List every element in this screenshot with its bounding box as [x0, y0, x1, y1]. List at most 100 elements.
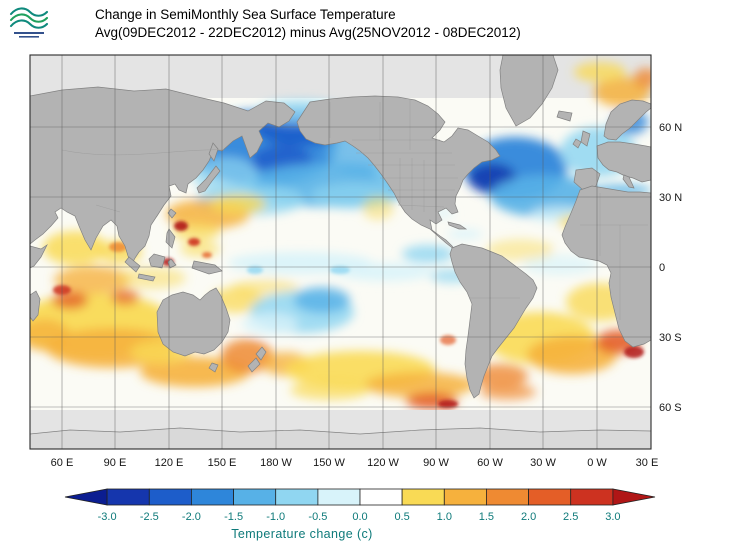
- cbar-tick: -3.0: [98, 511, 117, 523]
- logo-wave-icon: [9, 19, 49, 29]
- island-ireland: [572, 138, 582, 149]
- lat-label-60s: 60 S: [659, 402, 682, 414]
- island-great-britain: [580, 130, 591, 147]
- anomaly-spot: [330, 266, 350, 274]
- lon-label-90w: 90 W: [423, 457, 449, 469]
- anomaly-blob: [594, 77, 650, 107]
- lon-label-30w: 30 W: [530, 457, 556, 469]
- land-iberia: [573, 167, 601, 191]
- cbar-tick: -1.5: [224, 511, 243, 523]
- title-line2: Avg(09DEC2012 - 22DEC2012) minus Avg(25N…: [95, 25, 521, 40]
- anomaly-blob: [180, 241, 220, 257]
- cbar-seg-6: [317, 488, 361, 506]
- island-iceland: [556, 110, 573, 122]
- anomaly-blob: [480, 384, 536, 400]
- anomaly-blob: [447, 229, 483, 239]
- lon-label-0: 0 W: [587, 457, 607, 469]
- lat-label-0: 0: [659, 262, 665, 274]
- logo-caption-mark: [14, 32, 44, 34]
- colorbar-tick-labels: -3.0 -2.5 -2.0 -1.5 -1.0 -0.5 0.0 0.5 1.…: [98, 511, 621, 523]
- title-line1: Change in SemiMonthly Sea Surface Temper…: [95, 7, 396, 22]
- cbar-seg-7: [359, 488, 403, 506]
- anomaly-blob: [30, 319, 70, 351]
- land-greenland: [499, 55, 559, 127]
- cbar-tick: 0.0: [352, 511, 367, 523]
- cbar-seg-11: [528, 488, 572, 506]
- anomaly-blob: [54, 266, 130, 294]
- cbar-tick: -1.0: [266, 511, 285, 523]
- lat-label-30s: 30 S: [659, 332, 682, 344]
- anomaly-blob: [402, 245, 454, 263]
- anomaly-blob: [242, 313, 298, 335]
- land-antarctica: [30, 427, 651, 449]
- anomaly-spot: [624, 346, 644, 358]
- lon-label-30e: 30 E: [636, 457, 659, 469]
- anomaly-spot: [247, 266, 263, 274]
- anomaly-blob: [52, 291, 88, 309]
- anomaly-field-spots: [53, 221, 644, 408]
- land-africa-horn: [30, 243, 48, 269]
- lat-label-60n: 60 N: [659, 122, 682, 134]
- anomaly-blob: [634, 68, 651, 88]
- land-australia: [156, 287, 231, 357]
- cbar-tick: 3.0: [605, 511, 620, 523]
- anomaly-blob: [294, 287, 350, 313]
- cbar-tick: 0.5: [394, 511, 409, 523]
- lon-label-90e: 90 E: [104, 457, 127, 469]
- anomaly-blob: [140, 357, 250, 387]
- lon-label-120w: 120 W: [367, 457, 399, 469]
- colorbar: -3.0 -2.5 -2.0 -1.5 -1.0 -0.5 0.0 0.5 1.…: [64, 488, 656, 541]
- island-japan: [196, 165, 221, 194]
- anomaly-spot: [188, 238, 200, 246]
- cbar-tick: 2.0: [521, 511, 536, 523]
- header: Change in SemiMonthly Sea Surface Temper…: [9, 7, 521, 40]
- logo-wave-icon: [9, 13, 49, 23]
- anomaly-blob: [490, 175, 600, 217]
- cbar-seg-8: [401, 488, 445, 506]
- island-cuba: [447, 221, 468, 230]
- land-europe: [596, 141, 651, 183]
- land-eurasia: [30, 86, 296, 265]
- anomaly-blob: [574, 62, 626, 82]
- lon-label-150e: 150 E: [208, 457, 237, 469]
- cbar-seg-arrow-left: [64, 488, 108, 506]
- cbar-tick: -0.5: [308, 511, 327, 523]
- map-frame: [29, 54, 652, 450]
- island-java: [137, 273, 156, 282]
- anomaly-blob: [365, 372, 475, 398]
- anomaly-spot: [202, 252, 212, 258]
- lon-label-60w: 60 W: [477, 457, 503, 469]
- anomaly-spot: [174, 221, 188, 231]
- anomaly-spot: [440, 335, 456, 345]
- cbar-tick: 1.0: [437, 511, 452, 523]
- cbar-seg-2: [148, 488, 192, 506]
- logo-caption-mark: [19, 36, 39, 38]
- anomaly-blob: [337, 263, 433, 281]
- island-tasmania: [208, 362, 219, 373]
- island-sakhalin: [208, 142, 219, 162]
- lat-label-30n: 30 N: [659, 192, 682, 204]
- anomaly-spot: [438, 400, 458, 408]
- cbar-seg-5: [275, 488, 319, 506]
- cbar-seg-4: [233, 488, 277, 506]
- cbar-seg-10: [485, 488, 529, 506]
- logo-wave-icon: [9, 7, 49, 17]
- anomaly-blob: [522, 255, 598, 275]
- cbar-tick: -2.5: [140, 511, 159, 523]
- island-sumatra: [124, 256, 141, 273]
- land: [30, 55, 651, 449]
- border-line: [397, 204, 445, 208]
- lon-label-120e: 120 E: [155, 457, 184, 469]
- cbar-seg-1: [106, 488, 150, 506]
- cbar-seg-arrow-right: [612, 488, 656, 506]
- cbar-tick: -2.0: [182, 511, 201, 523]
- island-new-zealand-south: [247, 357, 261, 373]
- border-line: [95, 204, 121, 213]
- anomaly-blob: [290, 380, 370, 400]
- cbar-seg-12: [570, 488, 614, 506]
- graticule: [30, 55, 651, 449]
- colorbar-caption: Temperature change (c): [231, 527, 373, 541]
- cbar-seg-3: [190, 488, 234, 506]
